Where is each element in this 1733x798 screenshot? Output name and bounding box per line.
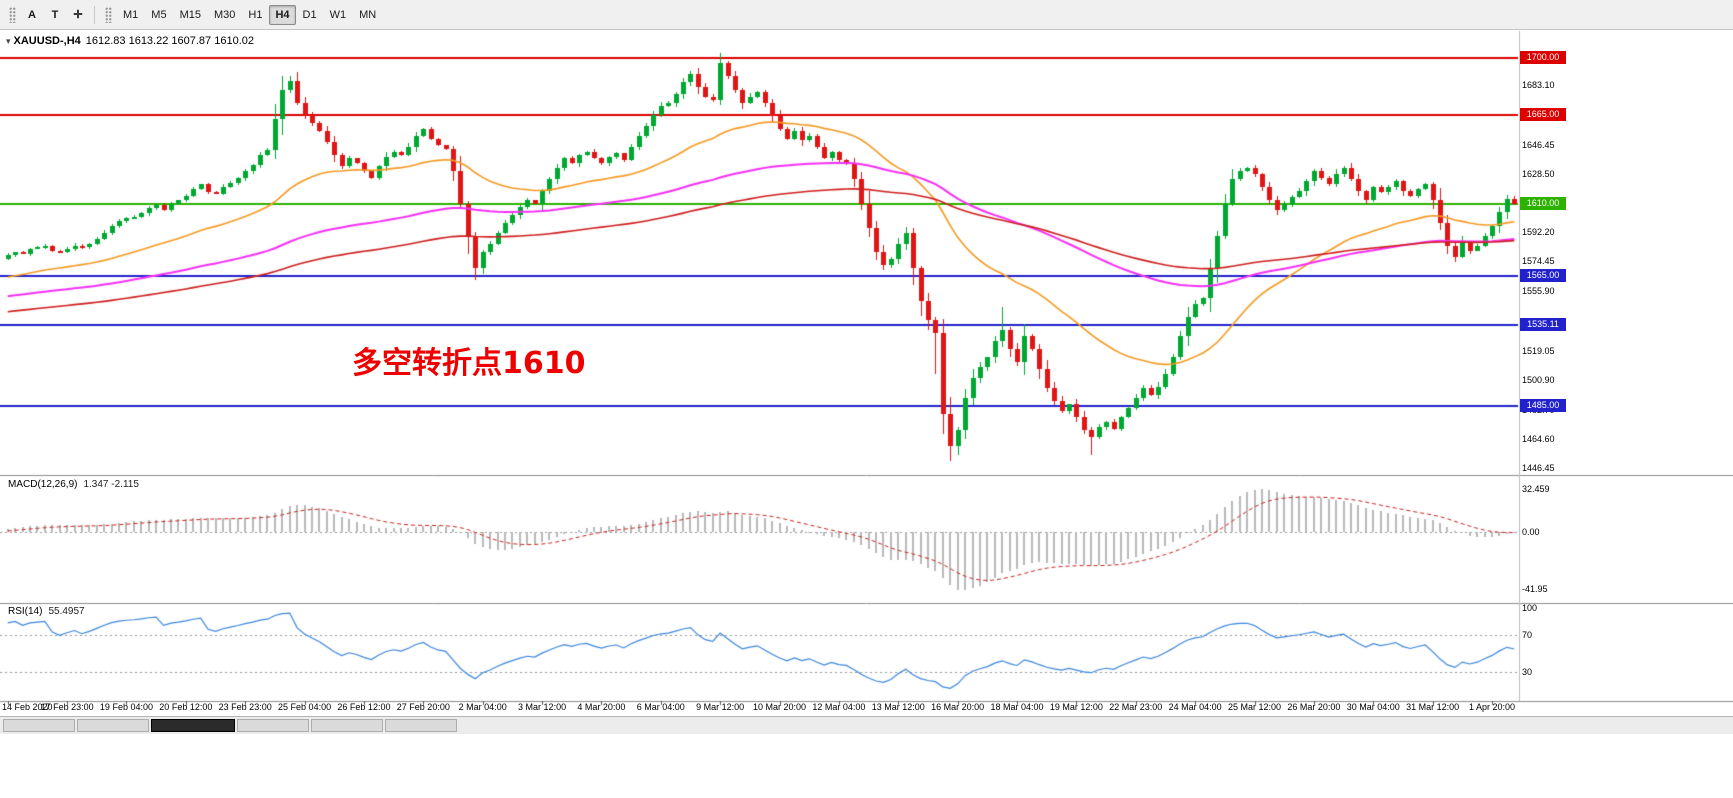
symbol-timeframe-label: XAUUSD-,H4	[13, 35, 81, 47]
price-axis-tick: 1683.10	[1522, 80, 1555, 91]
support-line-1565-flag[interactable]: 1565.00	[1520, 269, 1566, 283]
timeframe-button-mn[interactable]: MN	[353, 5, 382, 25]
chart-tabs-group	[3, 719, 457, 732]
rsi-indicator-label: RSI(14) 55.4957	[8, 606, 85, 617]
chart-tab-1[interactable]	[3, 719, 75, 732]
time-axis-label: 25 Feb 04:00	[278, 702, 332, 712]
price-axis-tick: 1446.45	[1522, 463, 1555, 474]
chart-tab-5[interactable]	[311, 719, 383, 732]
price-axis-tick: 1574.45	[1522, 256, 1555, 267]
time-axis-label: 9 Mar 12:00	[696, 702, 745, 712]
time-axis-label: 19 Mar 12:00	[1049, 702, 1103, 712]
price-axis-tick: 1555.90	[1522, 286, 1555, 297]
support-line-1485-flag[interactable]: 1485.00	[1520, 399, 1566, 412]
toolbar-grip-icon[interactable]	[105, 6, 112, 23]
time-axis-label: 10 Mar 20:00	[753, 702, 807, 712]
chart-annotation-text[interactable]: 多空转折点1610	[352, 346, 586, 381]
time-axis-label: 26 Mar 20:00	[1287, 702, 1341, 712]
cursor-tool-button[interactable]: A	[21, 5, 43, 25]
time-axis-label: 22 Mar 23:00	[1109, 702, 1163, 712]
tools-group: A T ✛	[21, 5, 89, 25]
price-axis-tick: 1646.45	[1522, 139, 1555, 150]
ohlc-values: 1612.83 1613.22 1607.87 1610.02	[85, 35, 254, 47]
time-axis-label: 6 Mar 04:00	[636, 702, 685, 712]
time-axis-label: 26 Feb 12:00	[337, 702, 391, 712]
price-axis-tick: 1628.50	[1522, 168, 1555, 179]
macd-axis-tick: -41.95	[1522, 583, 1548, 594]
time-axis-label: 24 Mar 04:00	[1168, 702, 1222, 712]
support-line-1535-flag[interactable]: 1535.11	[1520, 317, 1566, 331]
chart-title: ▾ XAUUSD-,H4 1612.83 1613.22 1607.87 1610.…	[6, 35, 254, 47]
main-toolbar: A T ✛ M1 M5 M15 M30 H1 H4 D1 W1 MN	[0, 0, 1733, 30]
time-axis-label: 3 Mar 12:00	[518, 702, 567, 712]
time-axis-label: 27 Feb 20:00	[396, 702, 450, 712]
time-axis-label: 18 Mar 04:00	[990, 702, 1044, 712]
rsi-axis-tick: 30	[1522, 667, 1533, 678]
price-axis-tick: 1592.20	[1522, 227, 1555, 238]
time-axis-label: 31 Mar 12:00	[1406, 702, 1460, 712]
chart-tab-4[interactable]	[237, 719, 309, 732]
macd-axis-tick: 32.459	[1522, 483, 1550, 494]
time-axis-label: 12 Mar 04:00	[812, 702, 866, 712]
text-tool-button[interactable]: T	[44, 5, 66, 25]
timeframes-group: M1 M5 M15 M30 H1 H4 D1 W1 MN	[117, 4, 382, 25]
toolbar-grip-icon[interactable]	[9, 6, 16, 23]
chart-tab-2[interactable]	[77, 719, 149, 732]
time-axis-label: 14 Feb 2020	[2, 702, 53, 712]
macd-indicator-name: MACD(12,26,9)	[8, 479, 78, 490]
price-axis-tick: 1519.05	[1522, 345, 1555, 356]
pivot-line-1610-flag[interactable]: 1610.00	[1520, 196, 1566, 210]
bottom-tab-bar	[0, 716, 1733, 734]
rsi-indicator-name: RSI(14)	[8, 606, 43, 617]
timeframe-button-m15[interactable]: M15	[174, 5, 207, 25]
chart-tab-6[interactable]	[385, 719, 457, 732]
timeframe-button-w1[interactable]: W1	[324, 5, 353, 25]
timeframe-button-h4[interactable]: H4	[269, 4, 296, 25]
timeframe-button-m30[interactable]: M30	[208, 5, 241, 25]
price-axis-tick: 1500.90	[1522, 375, 1555, 386]
timeframe-button-h1[interactable]: H1	[242, 5, 268, 25]
resistance-line-1700-flag[interactable]: 1700.00	[1520, 50, 1566, 64]
time-axis-label: 1 Apr 20:00	[1468, 702, 1516, 712]
macd-axis-tick: 0.00	[1522, 527, 1540, 538]
time-axis-label: 25 Mar 12:00	[1228, 702, 1282, 712]
rsi-indicator-value: 55.4957	[48, 606, 85, 617]
macd-indicator-values: 1.347 -2.115	[83, 479, 139, 490]
rsi-axis-tick: 70	[1522, 630, 1533, 641]
time-axis-label: 20 Feb 12:00	[159, 702, 213, 712]
crosshair-tool-button[interactable]: ✛	[67, 5, 89, 25]
time-axis-label: 16 Mar 20:00	[931, 702, 985, 712]
resistance-line-1665-flag[interactable]: 1665.00	[1520, 107, 1566, 121]
rsi-axis-tick: 100	[1522, 602, 1538, 613]
toolbar-separator	[94, 5, 95, 24]
timeframe-button-m5[interactable]: M5	[145, 5, 172, 25]
time-axis-label: 17 Feb 23:00	[40, 702, 94, 712]
time-axis-label: 2 Mar 04:00	[458, 702, 507, 712]
chart-menu-icon[interactable]: ▾	[6, 36, 11, 46]
time-axis-label: 23 Feb 23:00	[218, 702, 272, 712]
timeframe-button-d1[interactable]: D1	[297, 5, 323, 25]
time-axis-label: 13 Mar 12:00	[871, 702, 925, 712]
time-axis-label: 4 Mar 20:00	[577, 702, 626, 712]
chart-tab-3[interactable]	[151, 719, 235, 732]
timeframe-button-m1[interactable]: M1	[117, 5, 144, 25]
macd-indicator-label: MACD(12,26,9) 1.347 -2.115	[8, 479, 139, 490]
price-axis-tick: 1464.60	[1522, 434, 1555, 445]
time-axis-label: 19 Feb 04:00	[99, 702, 153, 712]
time-axis-label: 30 Mar 04:00	[1346, 702, 1400, 712]
